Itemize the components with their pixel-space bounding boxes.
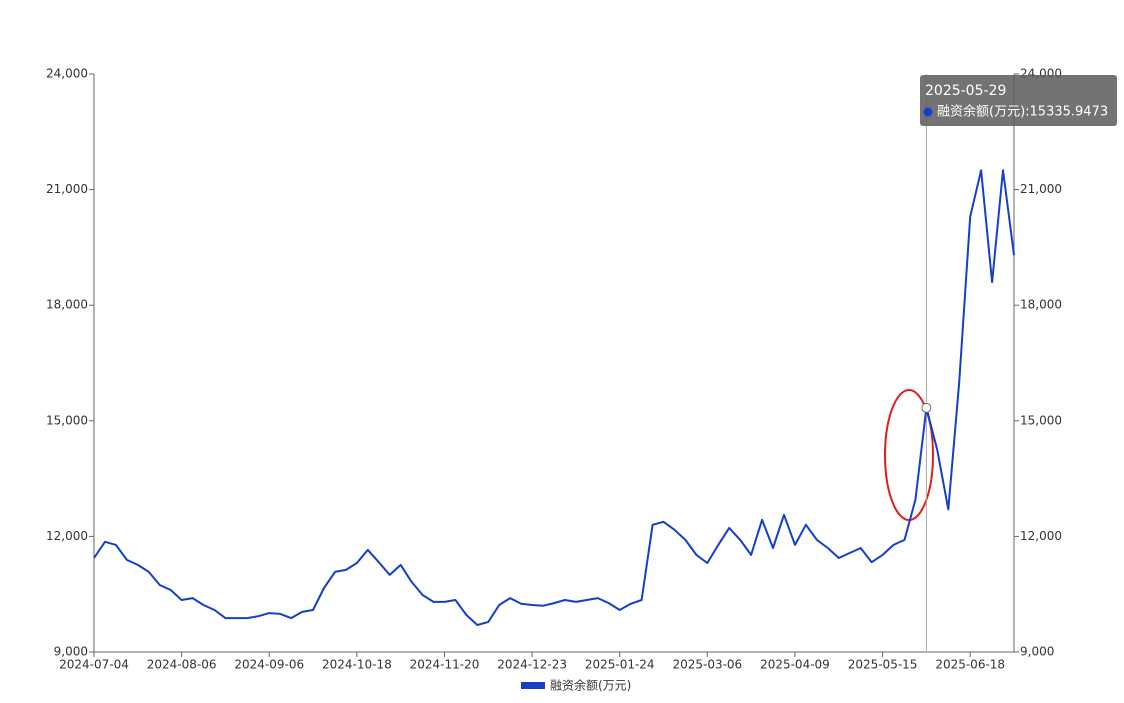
hover-point (921, 402, 932, 413)
y2-tick-label: 18,000 (1020, 298, 1062, 312)
x-tick-label: 2025-05-15 (848, 658, 918, 672)
tooltip-date: 2025-05-29 (925, 83, 1006, 99)
y2-tick-label: 21,000 (1020, 182, 1062, 196)
y-tick-label: 15,000 (46, 413, 88, 427)
x-tick-label: 2024-10-18 (322, 658, 392, 672)
x-tick-label: 2024-07-04 (59, 658, 129, 672)
y-tick-label: 12,000 (46, 529, 88, 543)
y-tick-label: 18,000 (46, 298, 88, 312)
x-tick-label: 2024-08-06 (147, 658, 217, 672)
x-tick-label: 2024-12-23 (497, 658, 567, 672)
y2-tick-label: 15,000 (1020, 413, 1062, 427)
x-tick-label: 2025-03-06 (672, 658, 742, 672)
x-tick-label: 2025-01-24 (585, 658, 655, 672)
y-tick-label: 24,000 (46, 67, 88, 81)
tooltip-box (920, 75, 1117, 126)
tooltip-dot (923, 107, 933, 117)
tooltip-value: 融资余额(万元):15335.9473 (937, 104, 1108, 120)
series-line (93, 169, 1015, 626)
y2-tick-label: 9,000 (1020, 645, 1054, 659)
y2-tick-label: 12,000 (1020, 529, 1062, 543)
legend-swatch (521, 682, 545, 689)
x-tick-label: 2025-04-09 (760, 658, 830, 672)
x-tick-label: 2024-09-06 (234, 658, 304, 672)
x-tick-label: 2024-11-20 (410, 658, 480, 672)
y-tick-label: 9,000 (54, 645, 88, 659)
y-tick-label: 21,000 (46, 182, 88, 196)
legend-label: 融资余额(万元) (550, 678, 631, 693)
x-tick-label: 2025-06-18 (935, 658, 1005, 672)
tooltip: 2025-05-29 融资余额(万元):15335.9473 (920, 75, 1117, 126)
